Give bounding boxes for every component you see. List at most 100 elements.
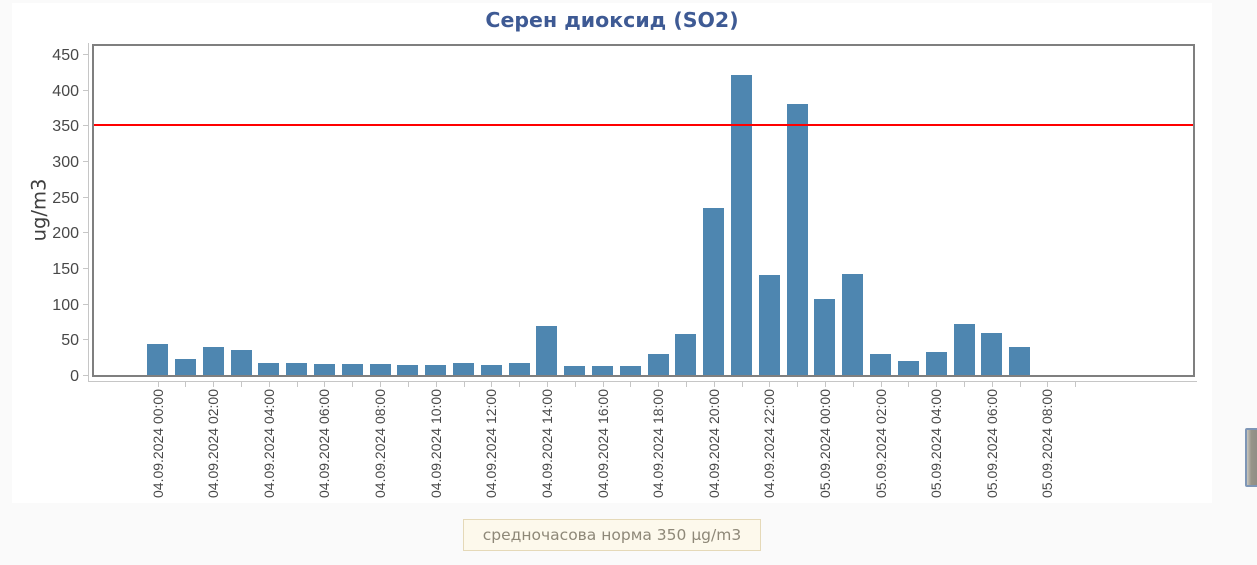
bar[interactable] — [425, 365, 447, 375]
x-tick-label: 04.09.2024 12:00 — [483, 389, 500, 498]
y-tick-label: 300 — [52, 154, 79, 171]
x-tick-label: 04.09.2024 10:00 — [427, 389, 444, 498]
y-tick-label: 400 — [52, 82, 79, 100]
y-tick-label: 350 — [52, 118, 79, 136]
x-tick — [797, 382, 799, 387]
bar[interactable] — [202, 346, 224, 375]
y-tick-label: 0 — [70, 368, 79, 385]
bar[interactable] — [453, 362, 474, 375]
x-tick — [741, 382, 743, 387]
limit-line — [94, 124, 1193, 127]
chart-panel — [12, 3, 1212, 503]
y-tick — [83, 54, 88, 55]
y-tick — [83, 268, 88, 269]
bar[interactable] — [564, 365, 586, 375]
bar[interactable] — [369, 364, 391, 375]
x-tick — [880, 382, 882, 387]
bar[interactable] — [786, 103, 808, 375]
plot-area-border — [92, 43, 1195, 377]
x-tick-label: 04.09.2024 22:00 — [761, 389, 778, 498]
x-tick — [519, 382, 521, 387]
x-tick — [185, 382, 187, 387]
bar[interactable] — [731, 75, 752, 375]
bar[interactable] — [619, 365, 641, 375]
x-tick — [1019, 382, 1021, 387]
x-tick — [713, 382, 715, 387]
x-tick — [991, 382, 993, 387]
x-tick — [574, 382, 576, 387]
y-tick — [83, 161, 88, 162]
y-tick-label: 50 — [61, 332, 79, 350]
y-tick-label: 100 — [52, 296, 79, 314]
x-tick — [407, 382, 409, 387]
bar[interactable] — [508, 362, 530, 375]
bar[interactable] — [174, 358, 196, 375]
bar[interactable] — [592, 365, 613, 375]
x-tick — [324, 382, 326, 387]
x-tick-label: 04.09.2024 00:00 — [149, 389, 166, 498]
x-tick-label: 05.09.2024 02:00 — [872, 389, 889, 498]
x-tick — [630, 382, 632, 387]
bar[interactable] — [341, 364, 363, 375]
bar[interactable] — [758, 275, 780, 375]
x-tick — [435, 382, 437, 387]
bar[interactable] — [925, 351, 947, 375]
bar[interactable] — [647, 353, 669, 375]
x-tick — [491, 382, 493, 387]
y-tick — [83, 303, 88, 305]
vertical-scrollbar-thumb[interactable] — [1245, 427, 1257, 487]
bar[interactable] — [814, 298, 836, 375]
x-tick-label: 04.09.2024 04:00 — [260, 389, 277, 498]
bar[interactable] — [870, 353, 892, 375]
bar[interactable] — [953, 323, 975, 375]
chart-title: Серен диоксид (SO2) — [485, 8, 739, 32]
x-tick-label: 04.09.2024 16:00 — [594, 389, 611, 498]
y-tick — [83, 339, 88, 341]
bar[interactable] — [536, 325, 558, 375]
x-tick-label: 04.09.2024 14:00 — [538, 389, 555, 498]
x-tick-label: 04.09.2024 06:00 — [316, 389, 333, 498]
bar[interactable] — [480, 365, 502, 375]
x-tick — [908, 382, 910, 387]
x-tick — [824, 382, 826, 387]
x-tick — [268, 382, 270, 387]
bar[interactable] — [981, 332, 1003, 375]
legend-label: средночасова норма 350 µg/m3 — [482, 525, 742, 544]
bar[interactable] — [230, 350, 252, 375]
x-tick-label: 04.09.2024 02:00 — [205, 389, 222, 498]
x-tick-label: 04.09.2024 20:00 — [705, 389, 722, 498]
x-tick — [241, 382, 242, 387]
x-tick-label: 05.09.2024 00:00 — [816, 389, 833, 498]
bar[interactable] — [703, 208, 725, 375]
x-tick — [463, 382, 465, 387]
y-tick-label: 250 — [52, 189, 79, 207]
x-tick — [352, 382, 354, 387]
x-tick — [157, 382, 159, 387]
x-tick — [658, 382, 660, 387]
legend-box: средночасова норма 350 µg/m3 — [463, 518, 761, 551]
bar[interactable] — [397, 365, 419, 375]
x-tick-label: 05.09.2024 08:00 — [1039, 389, 1056, 498]
x-tick — [936, 382, 938, 387]
x-tick — [213, 382, 215, 387]
x-tick — [852, 382, 854, 387]
bar[interactable] — [286, 362, 308, 375]
y-tick — [83, 375, 88, 376]
x-tick — [769, 382, 771, 387]
y-tick — [83, 125, 88, 127]
y-tick-label: 200 — [52, 225, 79, 243]
bar[interactable] — [675, 334, 697, 375]
x-axis-line — [88, 381, 1197, 382]
bar[interactable] — [1009, 346, 1031, 375]
bar[interactable] — [897, 361, 919, 375]
x-tick — [1075, 382, 1077, 387]
y-tick — [83, 232, 88, 234]
bar[interactable] — [842, 274, 864, 375]
x-tick — [685, 382, 687, 387]
bar[interactable] — [147, 343, 169, 375]
x-tick-label: 04.09.2024 18:00 — [650, 389, 667, 498]
y-tick — [83, 89, 88, 91]
bar[interactable] — [313, 363, 335, 375]
bar[interactable] — [258, 362, 280, 375]
